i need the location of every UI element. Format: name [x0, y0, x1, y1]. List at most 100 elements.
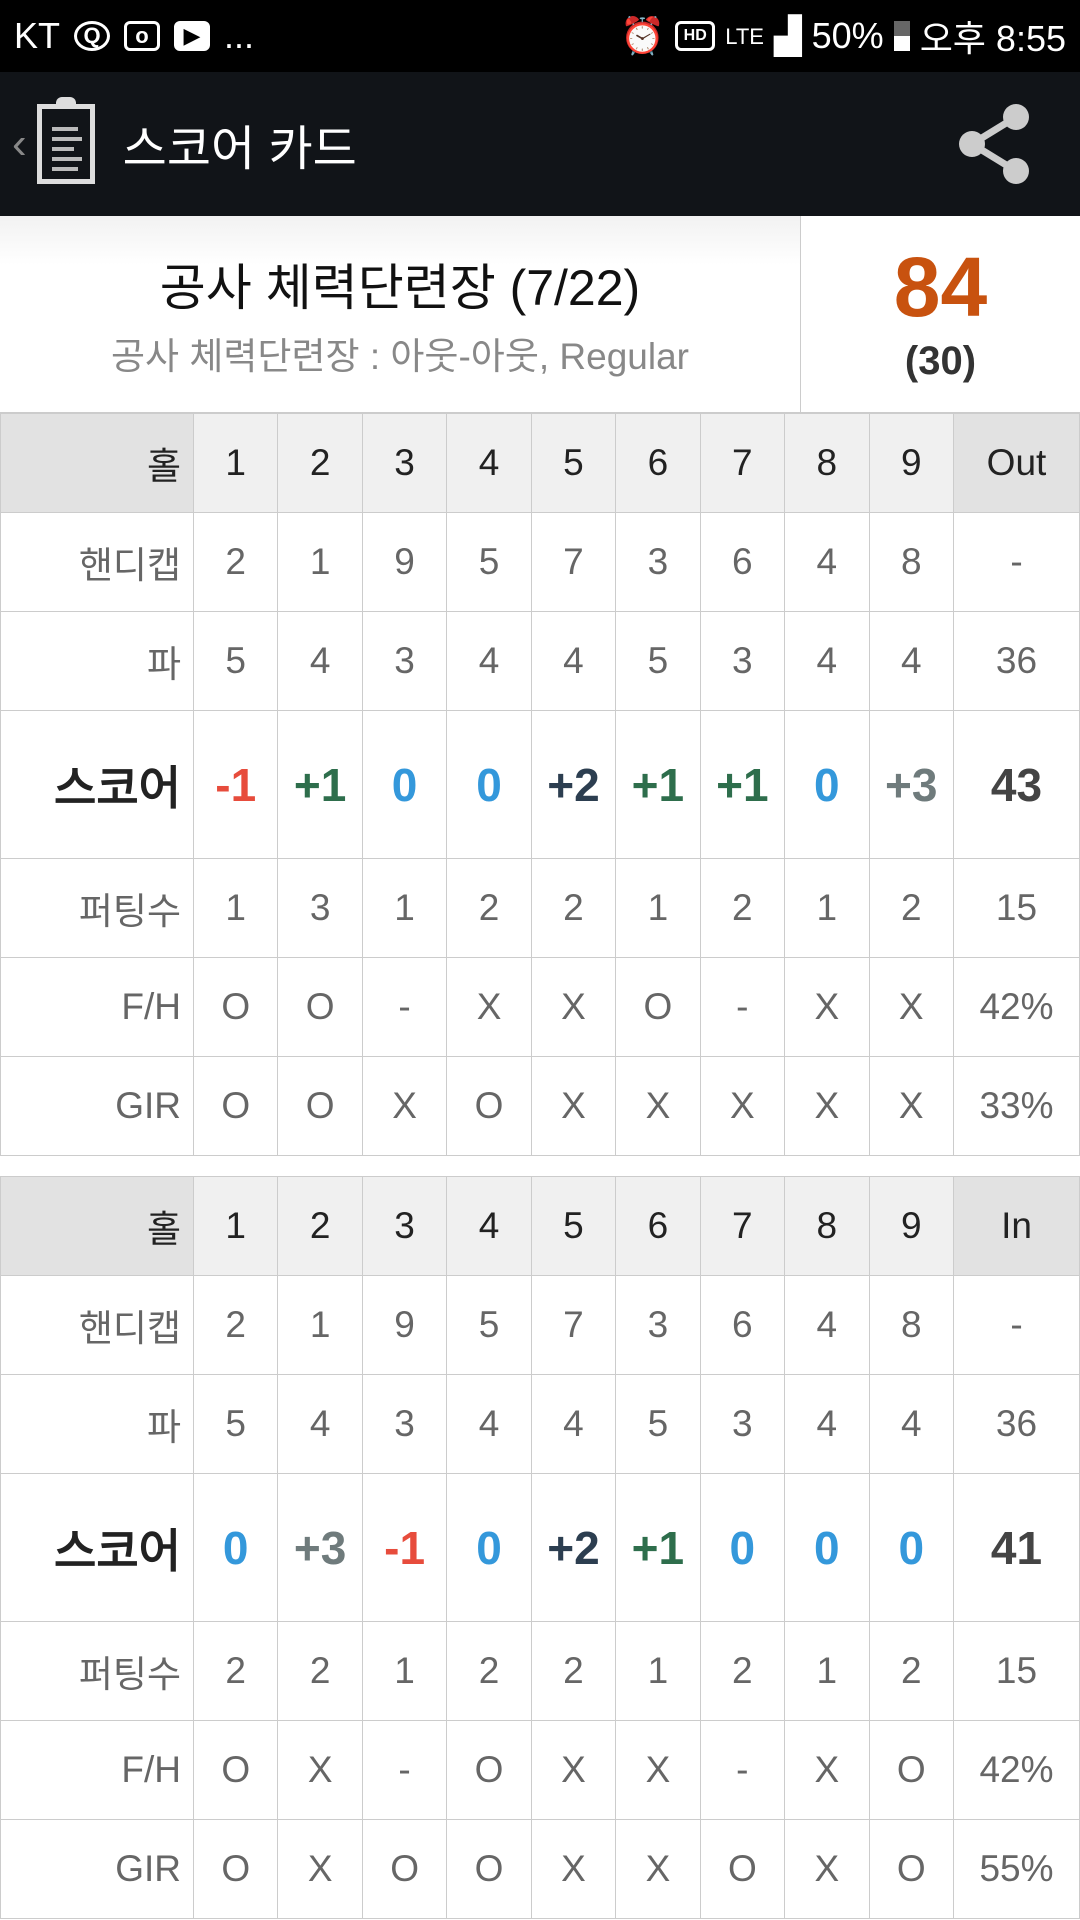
hole-cell: 7: [699, 1176, 786, 1276]
row-putts: 퍼팅수 1 3 1 2 2 1 2 1 2 15: [0, 858, 1080, 958]
hole-cell: 9: [868, 1176, 954, 1276]
fh-cell: X: [615, 1720, 701, 1820]
putts-cell: 1: [361, 858, 448, 958]
course-detail: 공사 체력단련장 : 아웃-아웃, Regular: [110, 336, 689, 377]
scorecard-out: 홀 1 2 3 4 5 6 7 8 9 Out 핸디캡 2 1 9 5 7 3 6 4 8- 파 5 4 3 4 4 5 3 4 4 36 스코…: [0, 413, 1080, 1156]
share-icon[interactable]: [950, 99, 1040, 189]
handicap-cell: 2: [192, 512, 279, 612]
gir-cell: O: [446, 1819, 532, 1919]
row-par: 파 5 4 3 4 4 5 3 4 4 36: [0, 1374, 1080, 1474]
putts-cell: 2: [868, 1621, 954, 1721]
hole-cell: 8: [784, 1176, 870, 1276]
row-label: 홀: [0, 1176, 194, 1276]
alarm-icon: ⏰: [620, 15, 666, 56]
status-bar: KT Q o ▶ ... ⏰ HD LTE ▟ 50% 오후 8:55: [0, 0, 1080, 72]
score-cell: +1: [277, 710, 363, 859]
putts-cell: 1: [192, 858, 279, 958]
row-label: 핸디캡: [0, 512, 194, 612]
row-gir: GIR O O X O X X X X X 33%: [0, 1056, 1080, 1156]
putts-cell: 1: [784, 858, 870, 958]
hole-cell: 1: [192, 413, 279, 513]
row-score: 스코어 0 +3 -1 0 +2 +1 0 0 0 41: [0, 1473, 1080, 1622]
row-label: F/H: [0, 957, 194, 1057]
fh-cell: O: [192, 957, 279, 1057]
score-cell: 0: [784, 1473, 870, 1622]
par-cell: 5: [615, 1374, 701, 1474]
score-total: 41: [953, 1473, 1080, 1622]
hole-total: Out: [953, 413, 1080, 513]
hole-total: In: [953, 1176, 1080, 1276]
par-total: 36: [953, 1374, 1080, 1474]
row-label: 핸디캡: [0, 1275, 194, 1375]
row-label: 퍼팅수: [0, 858, 194, 958]
putts-cell: 2: [699, 858, 786, 958]
hole-cell: 4: [446, 1176, 532, 1276]
score-cell: 0: [699, 1473, 786, 1622]
par-cell: 3: [699, 1374, 786, 1474]
row-label: 홀: [0, 413, 194, 513]
gir-cell: O: [192, 1056, 279, 1156]
carrier-label: KT: [14, 15, 61, 56]
putts-cell: 1: [784, 1621, 870, 1721]
fh-total: 42%: [953, 1720, 1080, 1820]
row-fh: F/H O O - X X O - X X 42%: [0, 957, 1080, 1057]
handicap-cell: 6: [699, 1275, 786, 1375]
score-total: 43: [953, 710, 1080, 859]
handicap-cell: 4: [784, 1275, 870, 1375]
row-label: F/H: [0, 1720, 194, 1820]
par-cell: 4: [446, 1374, 532, 1474]
score-cell: 0: [361, 710, 448, 859]
row-label: 파: [0, 611, 194, 711]
par-cell: 4: [446, 611, 532, 711]
score-cell: +2: [530, 1473, 617, 1622]
par-cell: 4: [530, 1374, 617, 1474]
putts-cell: 1: [615, 858, 701, 958]
par-cell: 3: [361, 1374, 448, 1474]
row-handicap: 핸디캡 2 1 9 5 7 3 6 4 8-: [0, 512, 1080, 612]
score-cell: +3: [277, 1473, 363, 1622]
score-cell: +2: [530, 710, 617, 859]
app-bar: ‹ 스코어 카드: [0, 72, 1080, 216]
row-score: 스코어 -1 +1 0 0 +2 +1 +1 0 +3 43: [0, 710, 1080, 859]
putts-cell: 2: [277, 1621, 363, 1721]
fh-cell: -: [361, 957, 448, 1057]
putts-cell: 3: [277, 858, 363, 958]
par-cell: 5: [192, 611, 279, 711]
fh-cell: O: [446, 1720, 532, 1820]
network-label: LTE: [725, 24, 764, 49]
score-cell: 0: [784, 710, 870, 859]
clock: 오후 8:55: [919, 18, 1066, 59]
gir-cell: X: [615, 1056, 701, 1156]
hole-cell: 3: [361, 413, 448, 513]
fh-cell: X: [277, 1720, 363, 1820]
fh-cell: -: [699, 957, 786, 1057]
chevron-left-icon[interactable]: ‹: [12, 119, 27, 168]
hole-cell: 8: [784, 413, 870, 513]
putts-cell: 2: [699, 1621, 786, 1721]
handicap-cell: 3: [615, 512, 701, 612]
score-cell: +1: [615, 710, 701, 859]
battery-label: 50%: [811, 15, 884, 56]
putts-cell: 2: [530, 1621, 617, 1721]
page-title: 스코어 카드: [122, 123, 357, 176]
score-cell: +1: [699, 710, 786, 859]
row-hole: 홀 1 2 3 4 5 6 7 8 9 Out: [0, 413, 1080, 513]
gir-cell: X: [699, 1056, 786, 1156]
fh-cell: X: [784, 1720, 870, 1820]
putts-cell: 2: [868, 858, 954, 958]
row-fh: F/H O X - O X X - X O 42%: [0, 1720, 1080, 1820]
gir-total: 33%: [953, 1056, 1080, 1156]
gir-cell: X: [530, 1056, 617, 1156]
handicap-cell: 8: [868, 512, 954, 612]
score-cell: -1: [361, 1473, 448, 1622]
par-cell: 4: [868, 1374, 954, 1474]
par-cell: 4: [784, 611, 870, 711]
scorecard-in: 홀 1 2 3 4 5 6 7 8 9 In 핸디캡 2 1 9 5 7 3 6 4 8- 파 5 4 3 4 4 5 3 4 4 36 스코어…: [0, 1176, 1080, 1919]
putts-cell: 1: [615, 1621, 701, 1721]
par-cell: 3: [699, 611, 786, 711]
fh-cell: O: [615, 957, 701, 1057]
hole-cell: 5: [530, 413, 617, 513]
score-cell: -1: [192, 710, 279, 859]
clipboard-icon[interactable]: [36, 97, 95, 184]
row-label: 퍼팅수: [0, 1621, 194, 1721]
